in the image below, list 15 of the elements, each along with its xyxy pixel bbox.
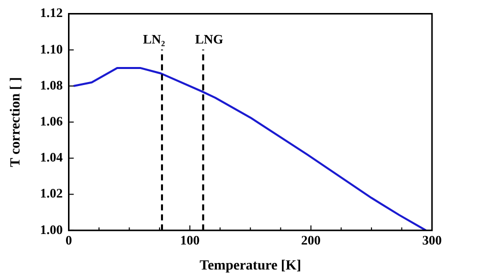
y-tick-label: 1.00 [40,222,63,237]
y-tick-label: 1.02 [40,186,63,201]
y-tick-label: 1.10 [40,41,63,56]
x-tick-label: 100 [180,232,200,248]
y-tick-label: 1.06 [40,113,64,128]
y-tick-label: 1.08 [40,77,64,92]
x-tick-label: 300 [422,232,442,248]
y-axis-title: T correction [ ] [8,77,24,168]
x-tick-label: 200 [301,232,321,248]
x-tick-label: 0 [66,232,72,248]
y-tick-label: 1.04 [40,150,64,165]
ref-line-label: LNG [195,31,224,46]
x-axis-title: Temperature [K] [200,258,302,274]
ref-line-label: LN₂ [143,31,166,46]
y-tick-label: 1.12 [40,5,63,20]
